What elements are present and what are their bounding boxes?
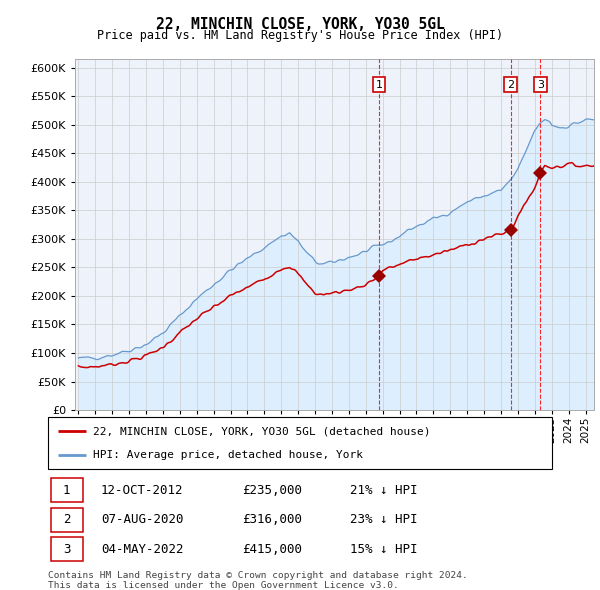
FancyBboxPatch shape bbox=[50, 537, 83, 561]
Text: £235,000: £235,000 bbox=[242, 484, 302, 497]
Text: 3: 3 bbox=[63, 543, 70, 556]
FancyBboxPatch shape bbox=[50, 508, 83, 532]
Text: Price paid vs. HM Land Registry's House Price Index (HPI): Price paid vs. HM Land Registry's House … bbox=[97, 29, 503, 42]
Text: 22, MINCHIN CLOSE, YORK, YO30 5GL (detached house): 22, MINCHIN CLOSE, YORK, YO30 5GL (detac… bbox=[94, 426, 431, 436]
Text: Contains HM Land Registry data © Crown copyright and database right 2024.: Contains HM Land Registry data © Crown c… bbox=[48, 571, 468, 580]
Text: 2: 2 bbox=[507, 80, 514, 90]
Text: 22, MINCHIN CLOSE, YORK, YO30 5GL: 22, MINCHIN CLOSE, YORK, YO30 5GL bbox=[155, 17, 445, 31]
Text: HPI: Average price, detached house, York: HPI: Average price, detached house, York bbox=[94, 450, 364, 460]
Text: 3: 3 bbox=[537, 80, 544, 90]
FancyBboxPatch shape bbox=[50, 478, 83, 502]
Text: 07-AUG-2020: 07-AUG-2020 bbox=[101, 513, 184, 526]
Text: 1: 1 bbox=[63, 484, 70, 497]
Text: 2: 2 bbox=[63, 513, 70, 526]
Text: £316,000: £316,000 bbox=[242, 513, 302, 526]
FancyBboxPatch shape bbox=[48, 417, 552, 469]
Text: 12-OCT-2012: 12-OCT-2012 bbox=[101, 484, 184, 497]
Text: 15% ↓ HPI: 15% ↓ HPI bbox=[350, 543, 418, 556]
Text: 1: 1 bbox=[376, 80, 382, 90]
Text: 21% ↓ HPI: 21% ↓ HPI bbox=[350, 484, 418, 497]
Text: 23% ↓ HPI: 23% ↓ HPI bbox=[350, 513, 418, 526]
Text: This data is licensed under the Open Government Licence v3.0.: This data is licensed under the Open Gov… bbox=[48, 581, 399, 590]
Text: £415,000: £415,000 bbox=[242, 543, 302, 556]
Text: 04-MAY-2022: 04-MAY-2022 bbox=[101, 543, 184, 556]
